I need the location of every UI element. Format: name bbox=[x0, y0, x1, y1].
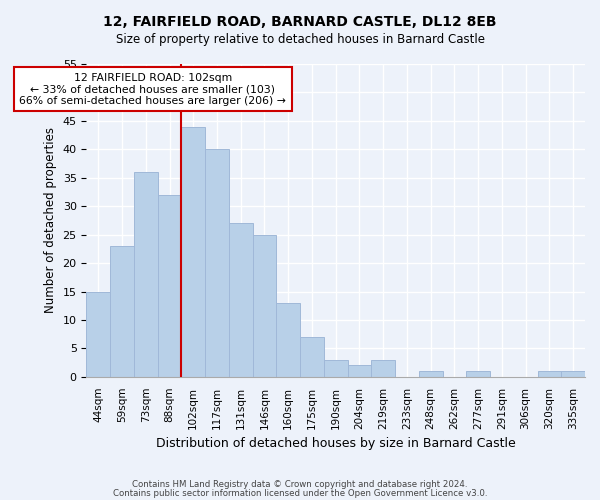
Bar bbox=[205, 150, 229, 377]
Bar bbox=[229, 224, 253, 377]
Text: 12, FAIRFIELD ROAD, BARNARD CASTLE, DL12 8EB: 12, FAIRFIELD ROAD, BARNARD CASTLE, DL12… bbox=[103, 15, 497, 29]
Bar bbox=[181, 126, 205, 377]
Bar bbox=[158, 195, 181, 377]
Y-axis label: Number of detached properties: Number of detached properties bbox=[44, 128, 57, 314]
Bar bbox=[86, 292, 110, 377]
Text: Size of property relative to detached houses in Barnard Castle: Size of property relative to detached ho… bbox=[115, 32, 485, 46]
Text: 12 FAIRFIELD ROAD: 102sqm
← 33% of detached houses are smaller (103)
66% of semi: 12 FAIRFIELD ROAD: 102sqm ← 33% of detac… bbox=[19, 72, 286, 106]
Text: Contains public sector information licensed under the Open Government Licence v3: Contains public sector information licen… bbox=[113, 488, 487, 498]
Bar bbox=[538, 371, 561, 377]
Bar bbox=[371, 360, 395, 377]
Bar bbox=[300, 337, 324, 377]
Text: Contains HM Land Registry data © Crown copyright and database right 2024.: Contains HM Land Registry data © Crown c… bbox=[132, 480, 468, 489]
Bar bbox=[134, 172, 158, 377]
Bar bbox=[561, 371, 585, 377]
X-axis label: Distribution of detached houses by size in Barnard Castle: Distribution of detached houses by size … bbox=[156, 437, 515, 450]
Bar bbox=[253, 234, 277, 377]
Bar bbox=[347, 366, 371, 377]
Bar bbox=[324, 360, 347, 377]
Bar bbox=[110, 246, 134, 377]
Bar bbox=[419, 371, 443, 377]
Bar bbox=[277, 303, 300, 377]
Bar bbox=[466, 371, 490, 377]
